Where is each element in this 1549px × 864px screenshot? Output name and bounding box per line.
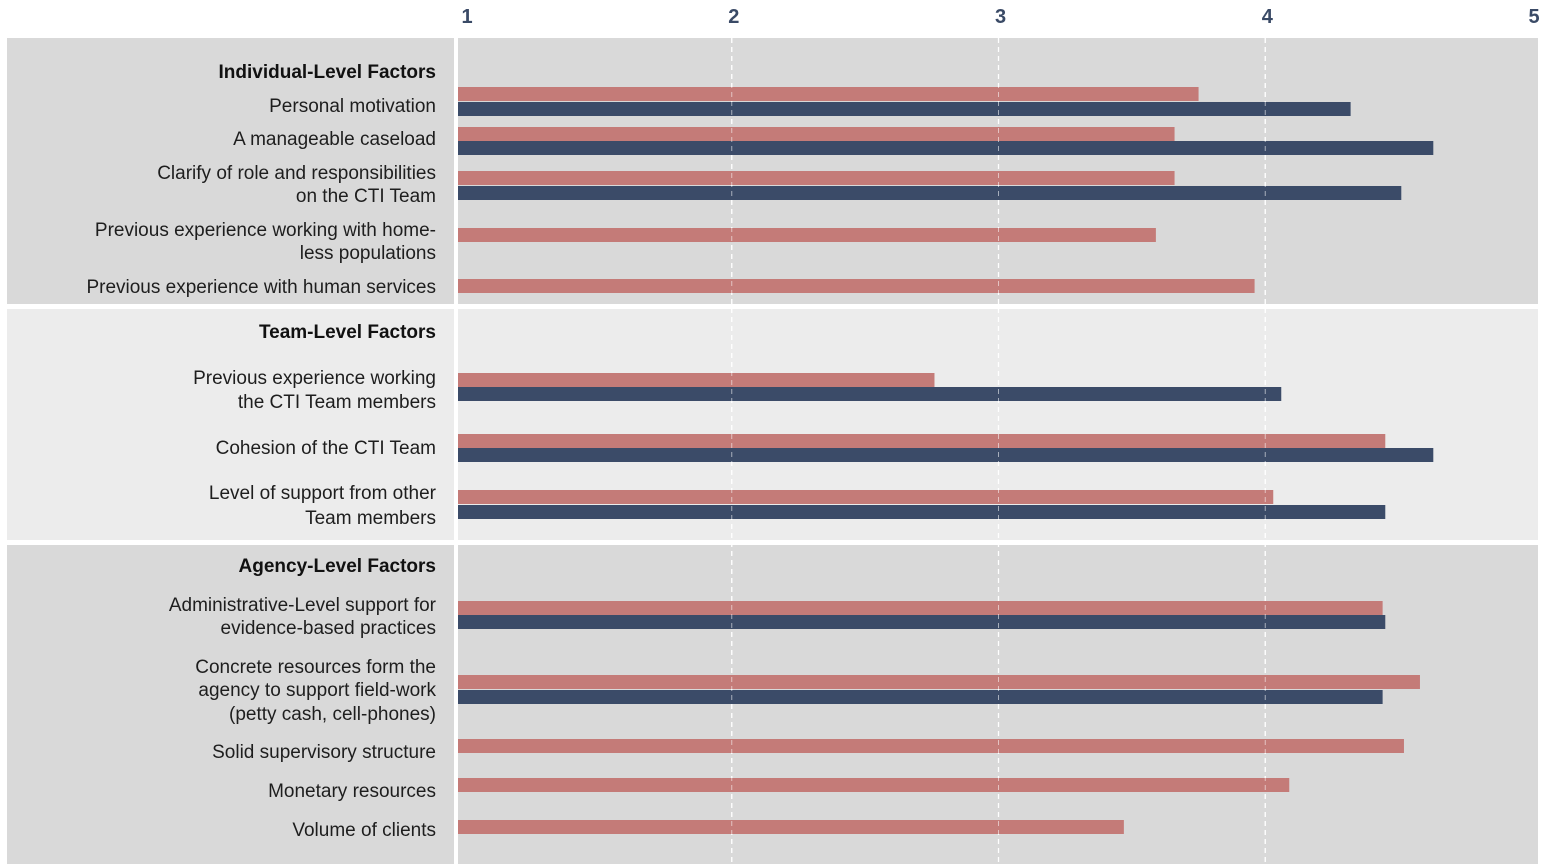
bar-series-a — [458, 127, 1175, 141]
section-title: Individual-Level Factors — [219, 62, 437, 83]
category-label: Previous experience working with home- — [95, 220, 436, 241]
category-label: Monetary resources — [268, 781, 436, 802]
bar-series-a — [458, 171, 1175, 185]
bar-series-b — [458, 448, 1434, 462]
bar-series-a — [458, 279, 1255, 293]
category-label: evidence-based practices — [221, 618, 436, 639]
category-label: Level of support from other — [209, 483, 437, 504]
category-label: Cohesion of the CTI Team — [216, 438, 436, 459]
bar-series-b — [458, 690, 1383, 704]
bar-series-a — [458, 87, 1199, 101]
category-label: (petty cash, cell-phones) — [229, 704, 436, 725]
category-label: the CTI Team members — [238, 392, 436, 413]
x-tick-label: 5 — [1528, 6, 1539, 28]
bar-series-b — [458, 387, 1282, 401]
bar-series-a — [458, 228, 1156, 242]
section-title: Team-Level Factors — [259, 322, 436, 343]
section-panel-3 — [7, 545, 1538, 864]
category-label: A manageable caseload — [233, 129, 436, 150]
category-label: Solid supervisory structure — [212, 742, 436, 763]
bar-series-b — [458, 141, 1434, 155]
bar-series-b — [458, 505, 1386, 519]
x-tick-label: 1 — [461, 6, 472, 28]
category-label: Concrete resources form the — [195, 657, 436, 678]
bar-series-a — [458, 820, 1124, 834]
bar-series-b — [458, 615, 1386, 629]
category-label: Previous experience working — [193, 368, 436, 389]
section-title: Agency-Level Factors — [239, 556, 436, 577]
bar-series-b — [458, 186, 1402, 200]
category-label: less populations — [300, 243, 436, 264]
bar-series-a — [458, 739, 1404, 753]
category-label: Administrative-Level support for — [169, 595, 437, 616]
x-tick-label: 3 — [995, 6, 1006, 28]
x-tick-label: 4 — [1262, 6, 1274, 28]
label-divider — [454, 38, 458, 864]
bar-series-a — [458, 778, 1290, 792]
bar-series-a — [458, 373, 935, 387]
category-label: agency to support field-work — [198, 680, 436, 701]
category-label: on the CTI Team — [296, 186, 436, 207]
category-label: Volume of clients — [292, 820, 436, 841]
bar-series-a — [458, 490, 1274, 504]
category-label: Personal motivation — [269, 96, 436, 117]
bar-series-a — [458, 601, 1383, 615]
category-label: Clarify of role and responsibilities — [157, 163, 436, 184]
x-tick-label: 2 — [728, 6, 739, 28]
bar-series-a — [458, 434, 1386, 448]
bar-series-b — [458, 102, 1351, 116]
bar-series-a — [458, 675, 1420, 689]
category-label: Team members — [305, 508, 436, 529]
category-label: Previous experience with human services — [86, 277, 436, 298]
